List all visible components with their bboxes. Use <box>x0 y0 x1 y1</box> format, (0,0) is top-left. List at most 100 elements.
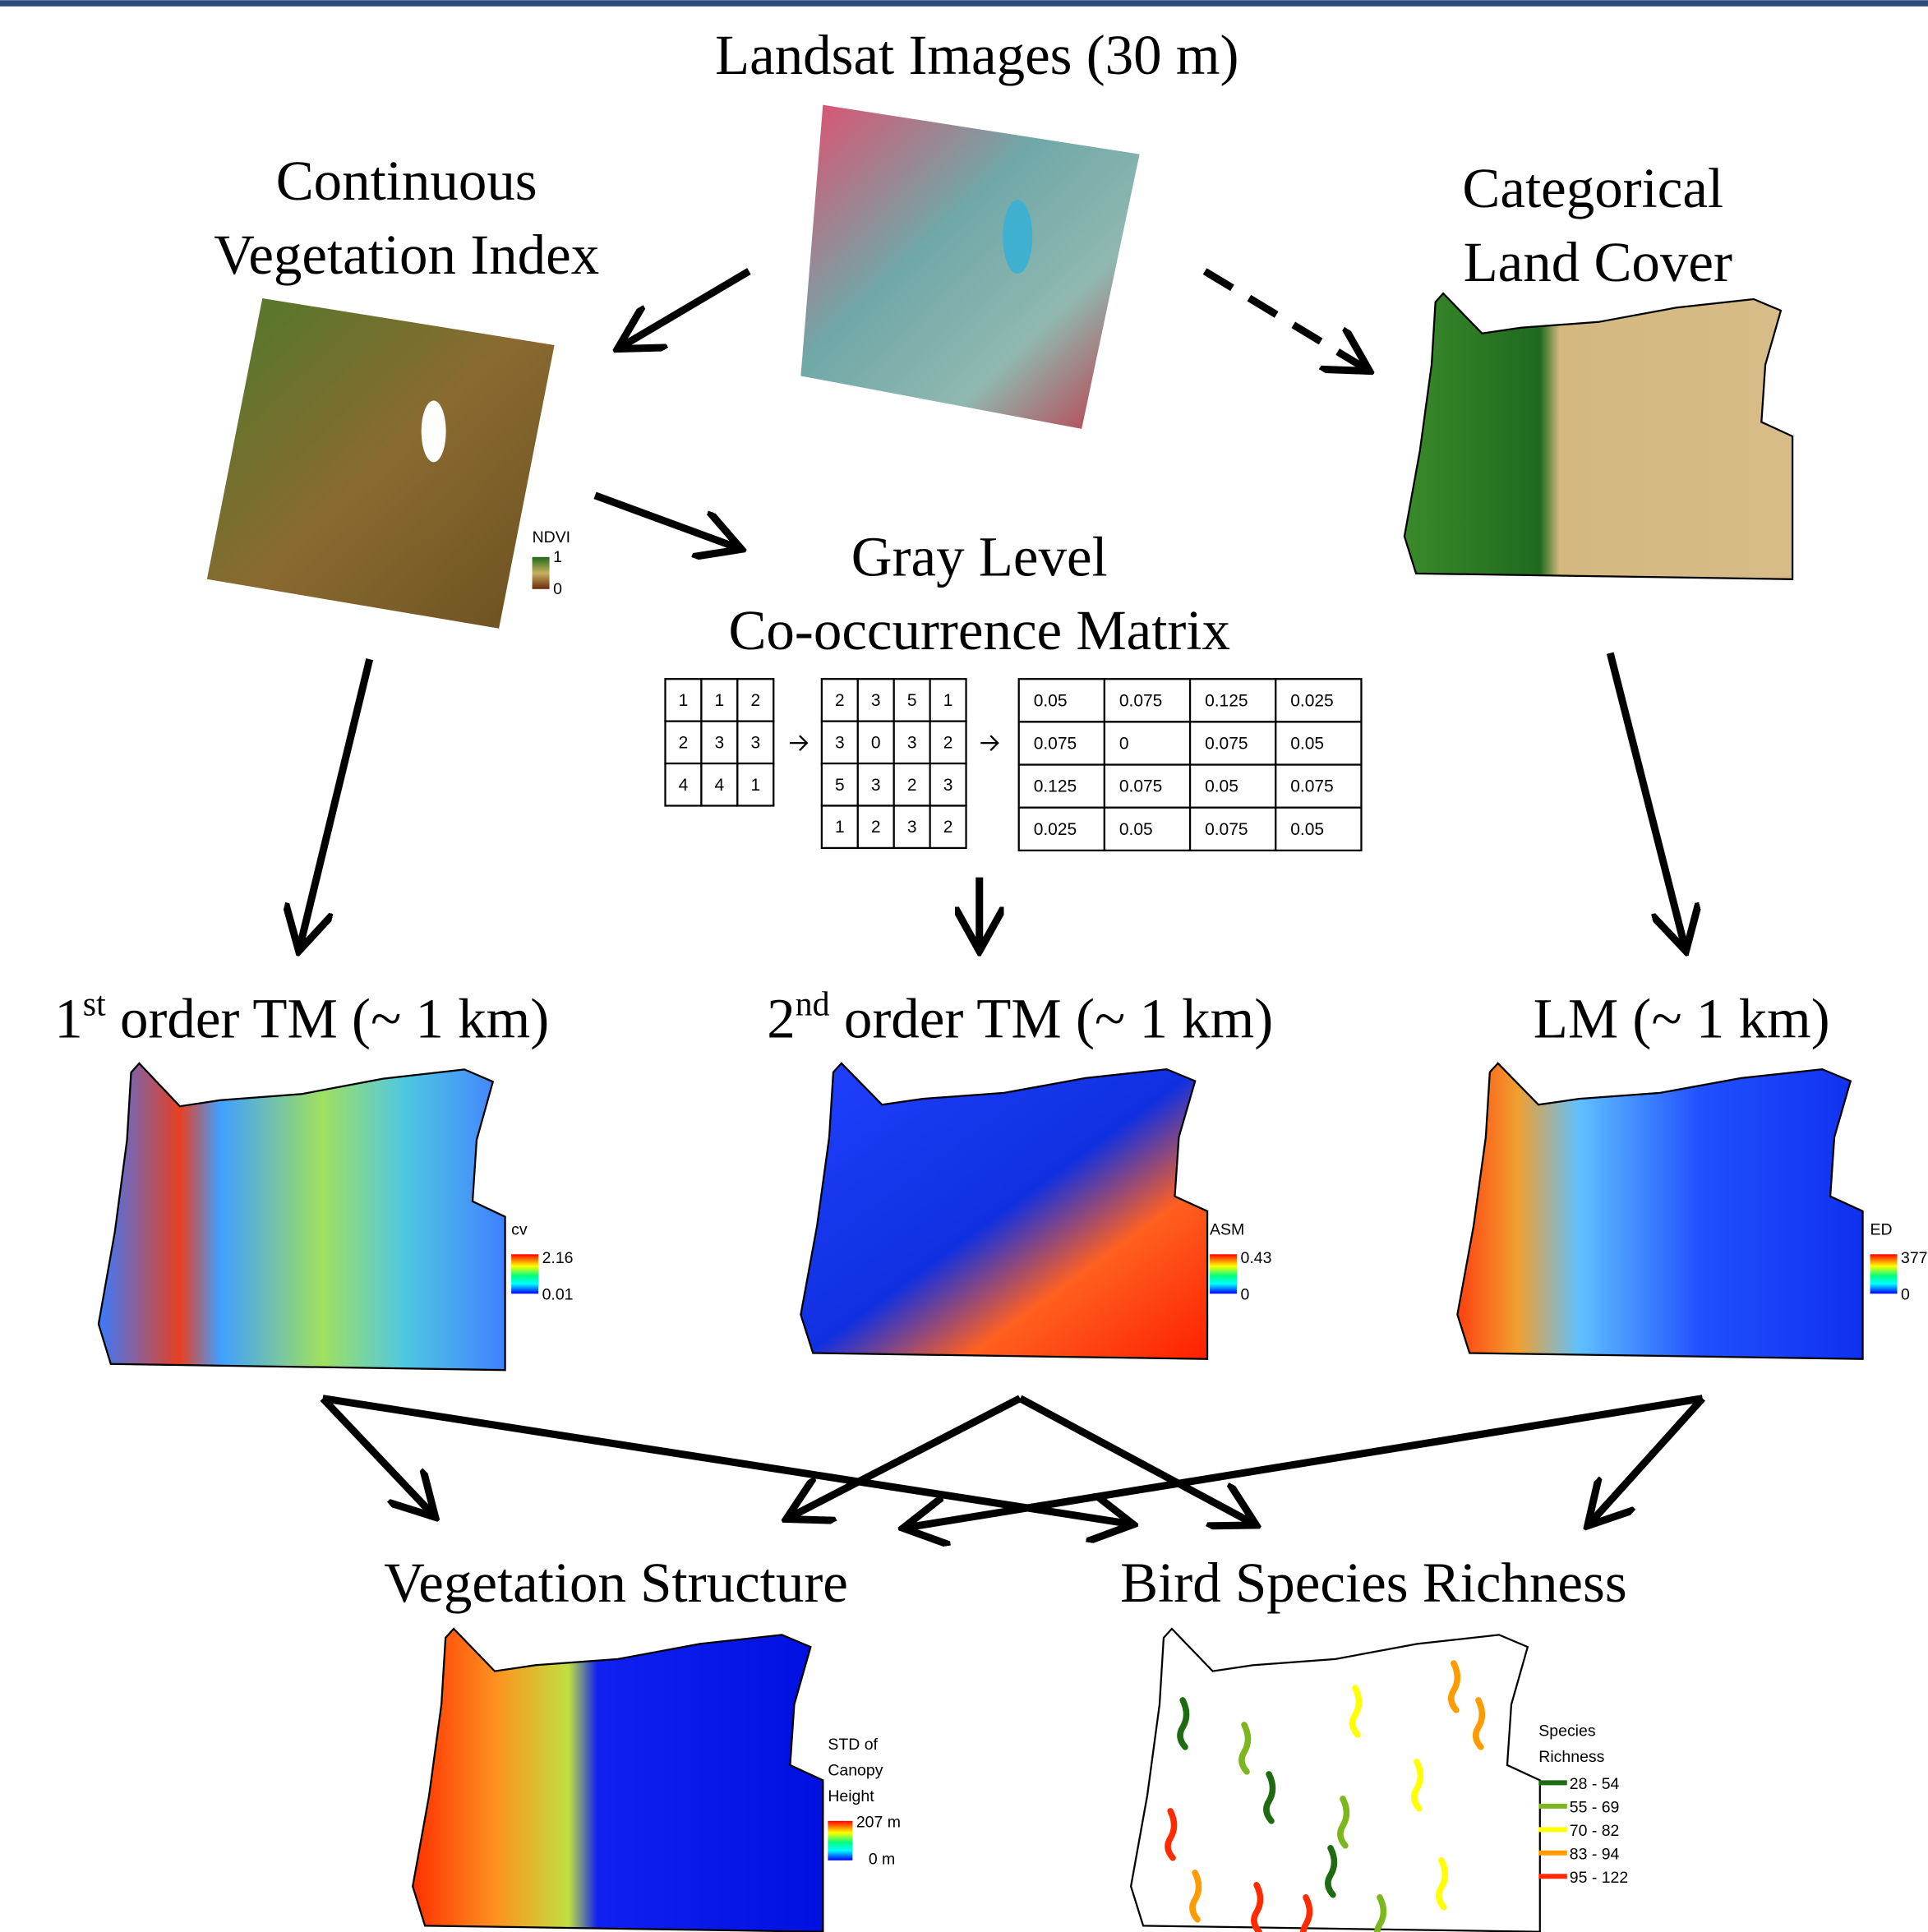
legend-text: 95 - 122 <box>1570 1869 1628 1887</box>
top-bar <box>0 0 1928 6</box>
legend-text: 0 <box>553 580 562 598</box>
diagram: NDVI 1 0 cv 2.16 0.01 ASM 0.43 0 ED 377 0 STD of Cano… <box>0 0 1928 1932</box>
matrix-value: 0.075 <box>1119 691 1162 710</box>
oregon-map <box>99 1063 505 1370</box>
node-title: Gray Level <box>851 525 1108 588</box>
arrow <box>620 271 749 348</box>
matrix-value: 0.025 <box>1034 820 1077 839</box>
node-title: LM (~ 1 km) <box>1534 987 1830 1049</box>
legend-text: 0 m <box>869 1850 895 1868</box>
oregon-map <box>413 1629 823 1932</box>
node-title: 1st order TM (~ 1 km) <box>54 985 549 1049</box>
legend-bar <box>1210 1254 1237 1293</box>
legend-text: NDVI <box>533 528 571 546</box>
legend-text: 0.01 <box>542 1286 574 1304</box>
matrix-value: 0.025 <box>1290 691 1333 710</box>
matrix-value: 3 <box>715 733 725 752</box>
node-title: Categorical <box>1462 157 1723 219</box>
matrix-value: 0.075 <box>1205 735 1248 754</box>
matrix-value: 0 <box>871 733 881 752</box>
node-title: Landsat Images (30 m) <box>715 24 1238 86</box>
matrix-value: 0.05 <box>1290 735 1324 754</box>
matrix-value: 3 <box>907 733 917 752</box>
matrix-value: 2 <box>907 776 917 795</box>
node-title: Land Cover <box>1464 231 1732 293</box>
legend-text: Height <box>828 1787 874 1805</box>
matrix-value: 3 <box>871 691 881 710</box>
matrix-value: 2 <box>750 691 760 710</box>
node-title: Bird Species Richness <box>1120 1552 1627 1614</box>
title-part: order TM (~ 1 km) <box>106 987 550 1049</box>
legend-text: 377 <box>1901 1249 1927 1267</box>
small-arrow <box>790 735 807 750</box>
legend-text: 1 <box>553 548 562 566</box>
oregon-map <box>1131 1629 1540 1932</box>
matrix-value: 1 <box>943 691 953 710</box>
matrix-value: 3 <box>871 776 881 795</box>
title-part: order TM (~ 1 km) <box>830 987 1274 1049</box>
legend-text: 83 - 94 <box>1570 1845 1620 1863</box>
lake <box>422 400 446 462</box>
matrix-value: 1 <box>835 818 845 837</box>
matrix-value: 2 <box>835 691 845 710</box>
arrow <box>595 496 739 548</box>
legend-text: Richness <box>1538 1748 1604 1766</box>
legend-bar <box>828 1821 852 1861</box>
legend-bar <box>1870 1254 1898 1293</box>
legend-text: ED <box>1870 1220 1893 1238</box>
small-arrow <box>980 735 998 750</box>
node-title: Vegetation Index <box>214 224 599 286</box>
matrix-value: 1 <box>679 691 689 710</box>
matrix-value: 3 <box>943 776 953 795</box>
legend-text: 55 - 69 <box>1570 1798 1620 1816</box>
matrix-value: 0.05 <box>1034 691 1068 710</box>
node-title: Vegetation Structure <box>384 1552 848 1614</box>
matrix-value: 5 <box>835 776 845 795</box>
arrow <box>1610 653 1685 949</box>
legend-text: 28 - 54 <box>1570 1775 1620 1793</box>
matrix-value: 2 <box>679 733 689 752</box>
matrix-value: 5 <box>907 691 917 710</box>
matrix-value: 0.125 <box>1205 691 1248 710</box>
matrix-value: 0.075 <box>1290 777 1333 796</box>
legend-text: 0 <box>1901 1286 1910 1304</box>
matrix-cell <box>1105 722 1190 764</box>
title-part: 1 <box>54 987 82 1049</box>
matrix-value: 0 <box>1119 735 1129 754</box>
matrix-value: 0.05 <box>1205 777 1238 796</box>
matrix-value: 1 <box>750 776 760 795</box>
legend-text: 0.43 <box>1241 1249 1272 1267</box>
matrix-value: 3 <box>835 733 845 752</box>
matrix-value: 0.075 <box>1034 735 1077 754</box>
matrix-value: 2 <box>943 733 953 752</box>
lake <box>1003 200 1032 274</box>
title-part: 2 <box>767 987 795 1049</box>
matrix-value: 3 <box>907 818 917 837</box>
legend-text: ASM <box>1210 1220 1244 1238</box>
matrix-value: 0.075 <box>1119 777 1162 796</box>
node-title: Continuous <box>276 150 537 212</box>
matrix-value: 0.125 <box>1034 777 1077 796</box>
legend-text: 70 - 82 <box>1570 1822 1620 1840</box>
matrix-value: 4 <box>679 776 689 795</box>
legend-text: Canopy <box>828 1761 883 1779</box>
node-title: Co-occurrence Matrix <box>728 599 1230 662</box>
legend-text: 0 <box>1241 1286 1250 1304</box>
arrow <box>299 659 369 948</box>
node-title: 2nd order TM (~ 1 km) <box>767 985 1273 1049</box>
superscript: st <box>83 985 106 1023</box>
landsat-image <box>800 105 1139 429</box>
legend-text: 2.16 <box>542 1249 574 1267</box>
legend-bar <box>533 557 550 589</box>
legend-text: Species <box>1538 1722 1596 1740</box>
legend-text: STD of <box>828 1736 878 1754</box>
arrow-dashed <box>1205 271 1368 370</box>
superscript: nd <box>796 985 830 1023</box>
legend-text: cv <box>511 1220 528 1238</box>
arrow <box>906 1399 1703 1528</box>
oregon-map <box>800 1063 1207 1359</box>
ndvi-image <box>207 298 555 629</box>
matrix-value: 2 <box>871 818 881 837</box>
matrix-value: 0.05 <box>1290 820 1324 839</box>
matrix-value: 0.05 <box>1119 820 1153 839</box>
